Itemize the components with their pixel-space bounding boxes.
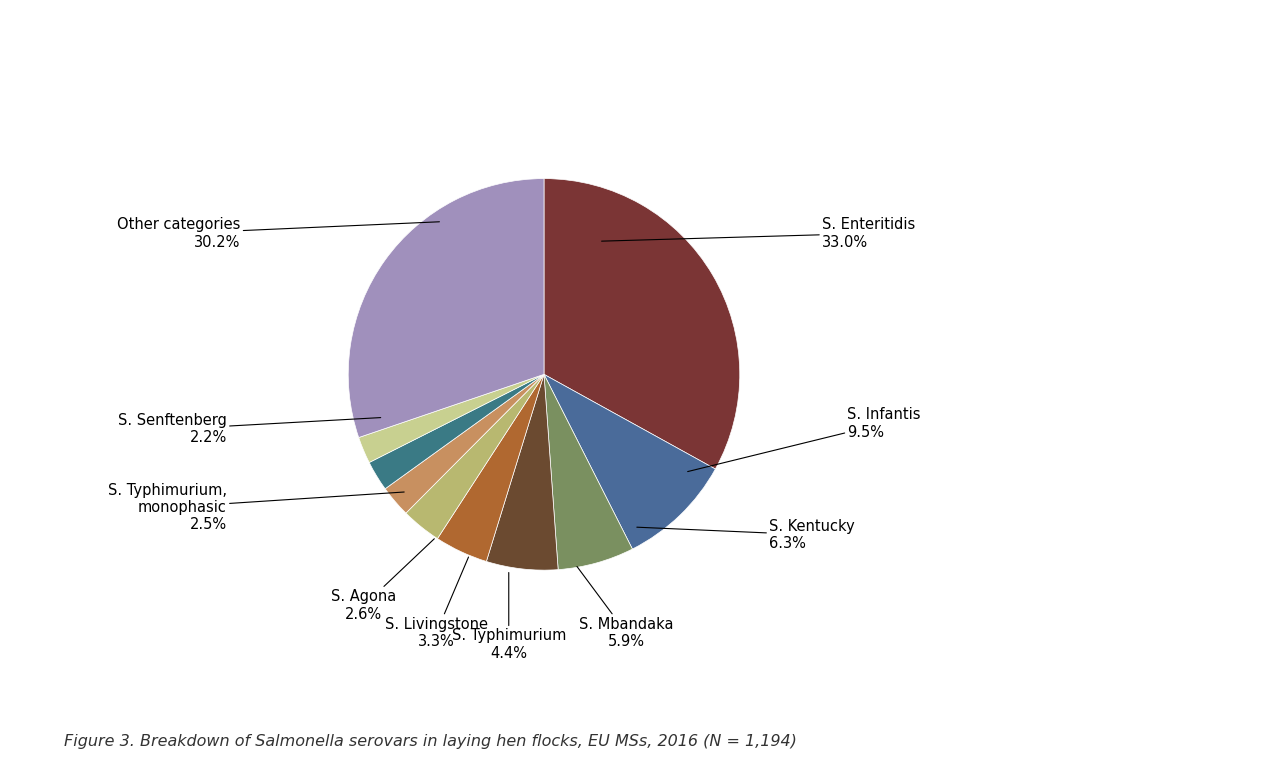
Wedge shape [348, 179, 544, 438]
Text: S. Mbandaka
5.9%: S. Mbandaka 5.9% [577, 566, 673, 649]
Text: Figure 3. Breakdown of Salmonella serovars in laying hen flocks, EU MSs, 2016 (N: Figure 3. Breakdown of Salmonella serova… [64, 733, 797, 749]
Text: S. Kentucky
6.3%: S. Kentucky 6.3% [637, 519, 855, 551]
Wedge shape [544, 374, 632, 570]
Wedge shape [369, 374, 544, 489]
Text: S. Senftenberg
2.2%: S. Senftenberg 2.2% [118, 413, 380, 445]
Text: S. Infantis
9.5%: S. Infantis 9.5% [687, 407, 920, 471]
Wedge shape [385, 374, 544, 513]
Text: S. Agona
2.6%: S. Agona 2.6% [332, 539, 434, 622]
Wedge shape [358, 374, 544, 462]
Text: S. Livingstone
3.3%: S. Livingstone 3.3% [385, 557, 488, 649]
Text: Other categories
30.2%: Other categories 30.2% [118, 217, 439, 250]
Text: S. Typhimurium
4.4%: S. Typhimurium 4.4% [452, 572, 566, 661]
Text: S. Typhimurium,
monophasic
2.5%: S. Typhimurium, monophasic 2.5% [108, 483, 404, 533]
Text: S. Enteritidis
33.0%: S. Enteritidis 33.0% [602, 217, 915, 250]
Wedge shape [486, 374, 558, 570]
Wedge shape [544, 374, 716, 549]
Wedge shape [406, 374, 544, 539]
Wedge shape [438, 374, 544, 562]
Wedge shape [544, 179, 740, 469]
